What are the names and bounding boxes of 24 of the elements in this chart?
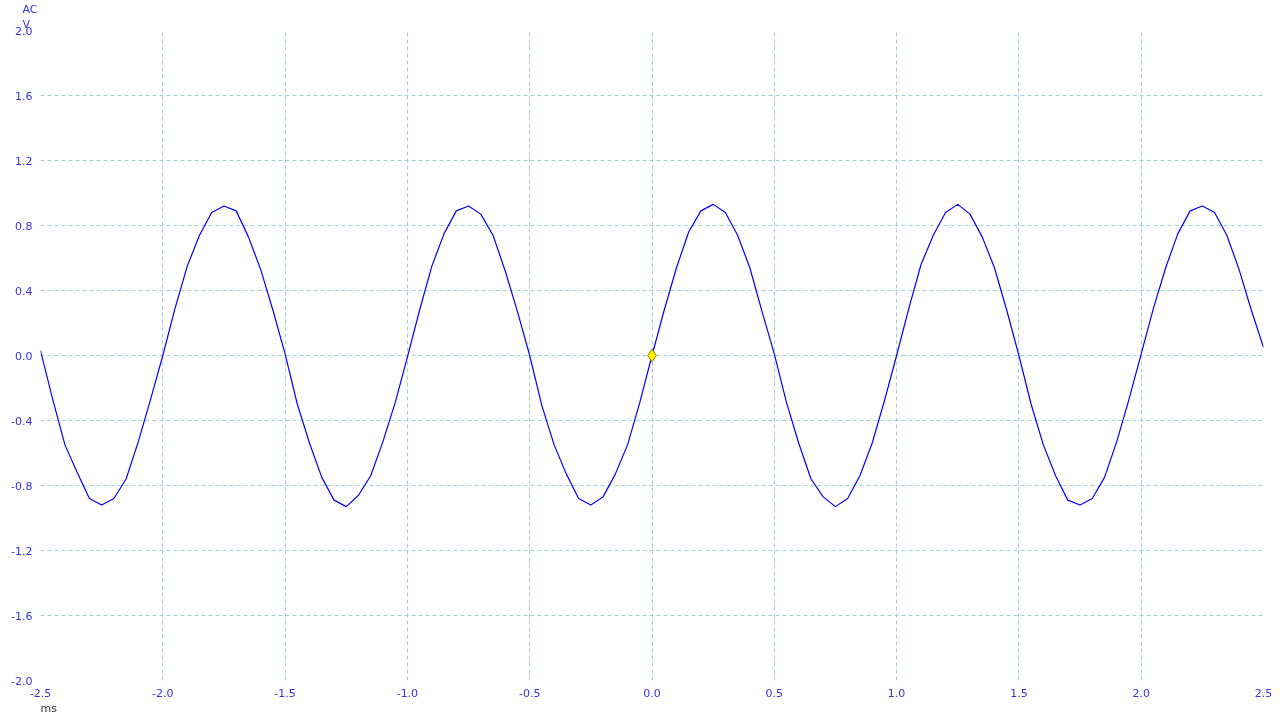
text: AC (22, 2, 38, 16)
x-tick-label: -1.5 (274, 686, 296, 700)
x-tick-label: 1.0 (887, 686, 906, 700)
y-tick-label: 1.2 (15, 154, 33, 168)
line-series (40, 203, 1264, 508)
x-tick-label: 0.5 (765, 686, 784, 700)
y-tick-label: 0.8 (15, 219, 33, 233)
x-axis-title: ms (40, 701, 58, 715)
x-tick-label: 2.5 (1254, 686, 1273, 700)
y-tick-label: 1.6 (15, 89, 33, 103)
y-tick-label: 0.4 (15, 284, 33, 298)
x-tick-label: -0.5 (518, 686, 541, 700)
y-tick-label: -0.8 (11, 479, 33, 493)
x-tick-label: -1.0 (396, 686, 419, 700)
y-tick-label: -1.6 (11, 609, 33, 623)
x-tick-label: 0.0 (643, 686, 661, 700)
y-tick-label: -1.2 (11, 544, 33, 558)
x-tick-label: 2.0 (1132, 686, 1150, 700)
y-tick-label: 0.0 (15, 349, 33, 363)
x-tick-label: 1.5 (1010, 686, 1028, 700)
y-tick-label: -2.0 (11, 674, 33, 688)
y-tick-label: -0.4 (11, 414, 33, 428)
x-tick-label: -2.0 (152, 686, 174, 700)
x-tick-label: -2.5 (29, 686, 52, 700)
